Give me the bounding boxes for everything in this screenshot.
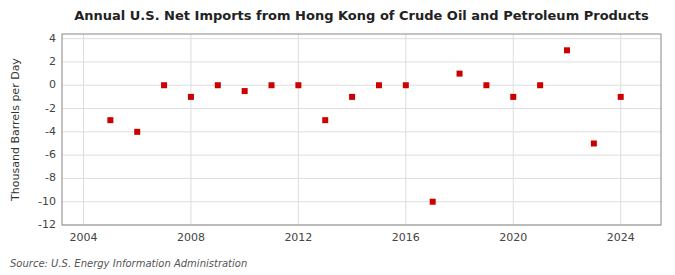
point bbox=[591, 140, 597, 146]
x-grid-line bbox=[190, 34, 191, 225]
point bbox=[269, 82, 275, 88]
x-grid-line bbox=[513, 34, 514, 225]
plot-background bbox=[62, 34, 661, 225]
y-grid-line bbox=[62, 61, 661, 62]
plot-frame bbox=[62, 34, 661, 225]
y-tick-label: -10 bbox=[38, 195, 56, 208]
point bbox=[457, 71, 463, 77]
source-annotation: Source: U.S. Energy Information Administ… bbox=[10, 258, 247, 269]
x-tick-label: 2004 bbox=[69, 231, 97, 244]
point bbox=[403, 82, 409, 88]
point bbox=[161, 82, 167, 88]
point bbox=[430, 199, 436, 205]
y-tick-label: -6 bbox=[45, 148, 56, 161]
points bbox=[107, 47, 623, 204]
y-grid-line bbox=[62, 201, 661, 202]
y-tick-label: -12 bbox=[38, 218, 56, 231]
point bbox=[537, 82, 543, 88]
x-grid-line bbox=[298, 34, 299, 225]
x-tick-label: 2020 bbox=[499, 231, 527, 244]
y-axis-label: Thousand Barrels per Day bbox=[9, 58, 22, 202]
x-tick-label: 2012 bbox=[284, 231, 312, 244]
y-grid-line bbox=[62, 38, 661, 39]
point bbox=[134, 129, 140, 135]
grid bbox=[62, 34, 661, 225]
y-grid-line bbox=[62, 178, 661, 179]
y-tick-label: -8 bbox=[45, 171, 56, 184]
chart-container: -12 -10 -8 -6 -4 -2 0 2 4 2004 2008 2012 2016 2020 202… bbox=[0, 0, 675, 275]
y-tick-label: 4 bbox=[49, 32, 56, 45]
y-tick-label: -4 bbox=[45, 125, 56, 138]
y-tick-label: -2 bbox=[45, 102, 56, 115]
point bbox=[618, 94, 624, 100]
x-grid-line bbox=[620, 34, 621, 225]
x-grid-line bbox=[83, 34, 84, 225]
y-grid-line bbox=[62, 85, 661, 86]
y-grid-line bbox=[62, 108, 661, 109]
axes: -12 -10 -8 -6 -4 -2 0 2 4 2004 2008 2012 2016 2020 202… bbox=[38, 32, 635, 244]
point bbox=[295, 82, 301, 88]
x-tick-label: 2008 bbox=[177, 231, 205, 244]
point bbox=[188, 94, 194, 100]
point bbox=[510, 94, 516, 100]
x-tick-label: 2016 bbox=[392, 231, 420, 244]
point bbox=[215, 82, 221, 88]
y-tick-label: 0 bbox=[49, 78, 56, 91]
point bbox=[242, 88, 248, 94]
point bbox=[107, 117, 113, 123]
point bbox=[564, 47, 570, 53]
point bbox=[483, 82, 489, 88]
y-grid-line bbox=[62, 155, 661, 156]
chart-svg: -12 -10 -8 -6 -4 -2 0 2 4 2004 2008 2012 2016 2020 202… bbox=[0, 0, 675, 275]
point bbox=[376, 82, 382, 88]
y-grid-line bbox=[62, 131, 661, 132]
x-tick-label: 2024 bbox=[607, 231, 635, 244]
point bbox=[349, 94, 355, 100]
title: Annual U.S. Net Imports from Hong Kong o… bbox=[74, 8, 649, 23]
x-grid-line bbox=[405, 34, 406, 225]
point bbox=[322, 117, 328, 123]
y-tick-label: 2 bbox=[49, 55, 56, 68]
